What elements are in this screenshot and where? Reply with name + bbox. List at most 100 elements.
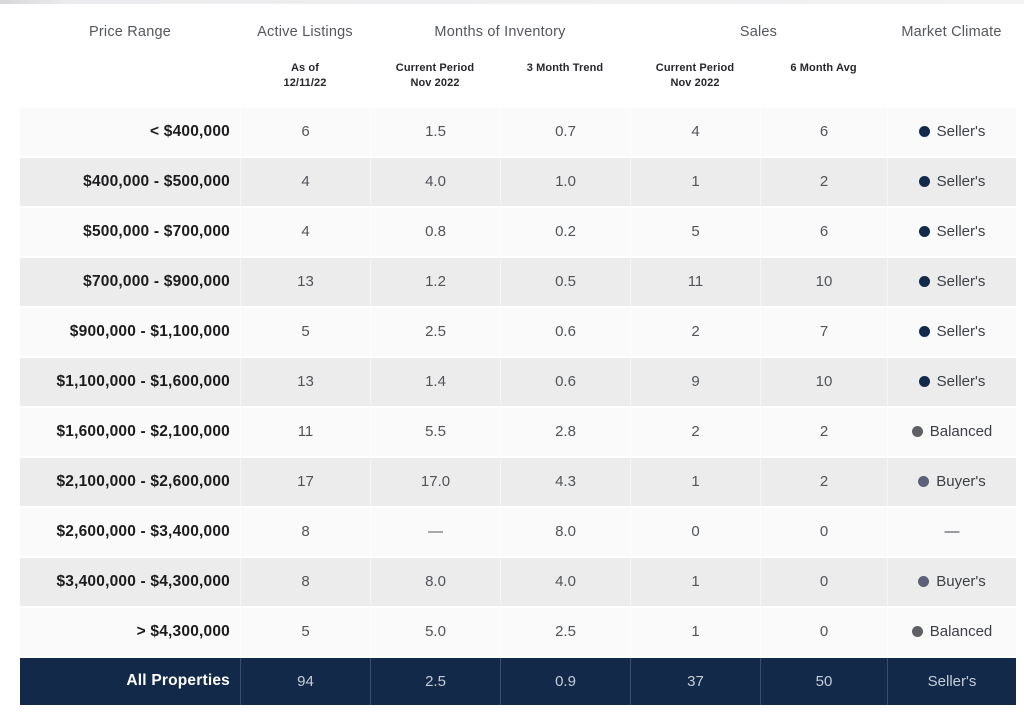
active-listings-cell: 8 bbox=[240, 557, 370, 606]
climate-status-dot-icon bbox=[918, 276, 930, 288]
climate-label: — bbox=[944, 523, 960, 541]
active-listings-cell: 4 bbox=[240, 207, 370, 256]
subheader-3-month-trend: 3 Month Trend bbox=[526, 62, 604, 74]
subheader-sales-current-period: Current Period Nov 2022 bbox=[655, 62, 735, 89]
table-row: $400,000 - $500,000 4 4.0 1.0 1 2 Seller… bbox=[20, 157, 1016, 206]
inventory-trend-cell: 0.5 bbox=[500, 257, 630, 306]
inventory-current-cell: 0.8 bbox=[370, 207, 500, 256]
sales-current-cell: 2 bbox=[630, 307, 760, 356]
active-listings-cell: 11 bbox=[240, 407, 370, 456]
price-range-cell: > $4,300,000 bbox=[136, 622, 230, 640]
climate-label: Buyer's bbox=[936, 573, 986, 591]
price-range-cell: $1,100,000 - $1,600,000 bbox=[56, 372, 230, 390]
price-range-cell: $1,600,000 - $2,100,000 bbox=[56, 422, 230, 440]
table-row: $2,100,000 - $2,600,000 17 17.0 4.3 1 2 … bbox=[20, 457, 1016, 506]
price-range-cell: $3,400,000 - $4,300,000 bbox=[56, 572, 230, 590]
sales-current-cell: 2 bbox=[630, 407, 760, 456]
total-sales-avg-cell: 50 bbox=[760, 657, 887, 705]
table-group-header-row: Price Range Active Listings Months of In… bbox=[20, 24, 1016, 40]
column-header-months-of-inventory: Months of Inventory bbox=[434, 24, 566, 40]
sales-avg-cell: 10 bbox=[760, 257, 887, 306]
subheader-empty bbox=[20, 61, 240, 91]
column-header-sales: Sales bbox=[739, 24, 778, 40]
inventory-trend-cell: 4.0 bbox=[500, 557, 630, 606]
market-climate-cell: — bbox=[887, 507, 1016, 556]
inventory-current-cell: 5.0 bbox=[370, 607, 500, 656]
table-row: $3,400,000 - $4,300,000 8 8.0 4.0 1 0 Bu… bbox=[20, 557, 1016, 606]
price-range-cell: < $400,000 bbox=[149, 122, 230, 140]
sales-current-cell: 1 bbox=[630, 157, 760, 206]
sales-avg-cell: 2 bbox=[760, 457, 887, 506]
inventory-trend-cell: 0.2 bbox=[500, 207, 630, 256]
sales-avg-cell: 0 bbox=[760, 557, 887, 606]
sales-avg-cell: 6 bbox=[760, 107, 887, 156]
table-sub-header-row: As of 12/11/22 Current Period Nov 2022 3… bbox=[20, 61, 1016, 91]
sales-current-cell: 9 bbox=[630, 357, 760, 406]
active-listings-cell: 6 bbox=[240, 107, 370, 156]
market-climate-cell: Seller's bbox=[887, 357, 1016, 406]
price-range-table: Price Range Active Listings Months of In… bbox=[20, 24, 1016, 705]
inventory-current-cell: 4.0 bbox=[370, 157, 500, 206]
subheader-empty-climate bbox=[887, 61, 1016, 91]
sales-avg-cell: 2 bbox=[760, 407, 887, 456]
total-row-label: All Properties bbox=[126, 672, 230, 690]
market-climate-cell: Balanced bbox=[887, 607, 1016, 656]
sales-avg-cell: 6 bbox=[760, 207, 887, 256]
active-listings-cell: 5 bbox=[240, 307, 370, 356]
subheader-inventory-current-period: Current Period Nov 2022 bbox=[395, 62, 475, 89]
active-listings-cell: 13 bbox=[240, 257, 370, 306]
inventory-current-cell: 17.0 bbox=[370, 457, 500, 506]
price-range-cell: $700,000 - $900,000 bbox=[83, 272, 230, 290]
climate-status-dot-icon bbox=[911, 626, 923, 638]
market-climate-cell: Seller's bbox=[887, 257, 1016, 306]
sales-current-cell: 1 bbox=[630, 557, 760, 606]
sales-current-cell: 0 bbox=[630, 507, 760, 556]
price-range-cell: $500,000 - $700,000 bbox=[83, 222, 230, 240]
active-listings-cell: 13 bbox=[240, 357, 370, 406]
column-header-active-listings: Active Listings bbox=[257, 24, 353, 40]
climate-status-dot-icon bbox=[918, 176, 930, 188]
climate-label: Seller's bbox=[936, 173, 986, 191]
inventory-trend-cell: 2.5 bbox=[500, 607, 630, 656]
market-climate-cell: Balanced bbox=[887, 407, 1016, 456]
active-listings-cell: 5 bbox=[240, 607, 370, 656]
climate-label: Seller's bbox=[936, 373, 986, 391]
inventory-trend-cell: 2.8 bbox=[500, 407, 630, 456]
climate-status-dot-icon bbox=[918, 376, 930, 388]
total-sales-current-cell: 37 bbox=[630, 657, 760, 705]
climate-status-dot-icon bbox=[911, 426, 923, 438]
table-body: < $400,000 6 1.5 0.7 4 6 Seller's $400,0… bbox=[20, 107, 1016, 656]
market-climate-cell: Seller's bbox=[887, 107, 1016, 156]
table-row: $1,100,000 - $1,600,000 13 1.4 0.6 9 10 … bbox=[20, 357, 1016, 406]
sales-avg-cell: 0 bbox=[760, 507, 887, 556]
total-inventory-current-cell: 2.5 bbox=[370, 657, 500, 705]
market-climate-cell: Buyer's bbox=[887, 457, 1016, 506]
price-range-cell: $2,100,000 - $2,600,000 bbox=[56, 472, 230, 490]
climate-label: Seller's bbox=[936, 323, 986, 341]
inventory-current-cell: — bbox=[370, 507, 500, 556]
active-listings-cell: 17 bbox=[240, 457, 370, 506]
inventory-current-cell: 1.5 bbox=[370, 107, 500, 156]
inventory-current-cell: 8.0 bbox=[370, 557, 500, 606]
table-total-row: All Properties 94 2.5 0.9 37 50 Seller's bbox=[20, 657, 1016, 705]
climate-label: Buyer's bbox=[936, 473, 986, 491]
sales-avg-cell: 2 bbox=[760, 157, 887, 206]
sales-current-cell: 11 bbox=[630, 257, 760, 306]
table-row: $1,600,000 - $2,100,000 11 5.5 2.8 2 2 B… bbox=[20, 407, 1016, 456]
inventory-current-cell: 1.2 bbox=[370, 257, 500, 306]
table-row: < $400,000 6 1.5 0.7 4 6 Seller's bbox=[20, 107, 1016, 156]
climate-status-dot-icon bbox=[918, 226, 930, 238]
inventory-current-cell: 2.5 bbox=[370, 307, 500, 356]
active-listings-cell: 8 bbox=[240, 507, 370, 556]
climate-label: Seller's bbox=[936, 273, 986, 291]
table-row: $900,000 - $1,100,000 5 2.5 0.6 2 7 Sell… bbox=[20, 307, 1016, 356]
climate-status-dot-icon bbox=[918, 576, 930, 588]
inventory-trend-cell: 0.6 bbox=[500, 307, 630, 356]
climate-label: Balanced bbox=[929, 423, 993, 441]
market-climate-cell: Seller's bbox=[887, 207, 1016, 256]
sales-avg-cell: 10 bbox=[760, 357, 887, 406]
market-climate-cell: Seller's bbox=[887, 307, 1016, 356]
column-header-market-climate: Market Climate bbox=[901, 24, 1002, 40]
column-header-price-range: Price Range bbox=[89, 24, 171, 40]
